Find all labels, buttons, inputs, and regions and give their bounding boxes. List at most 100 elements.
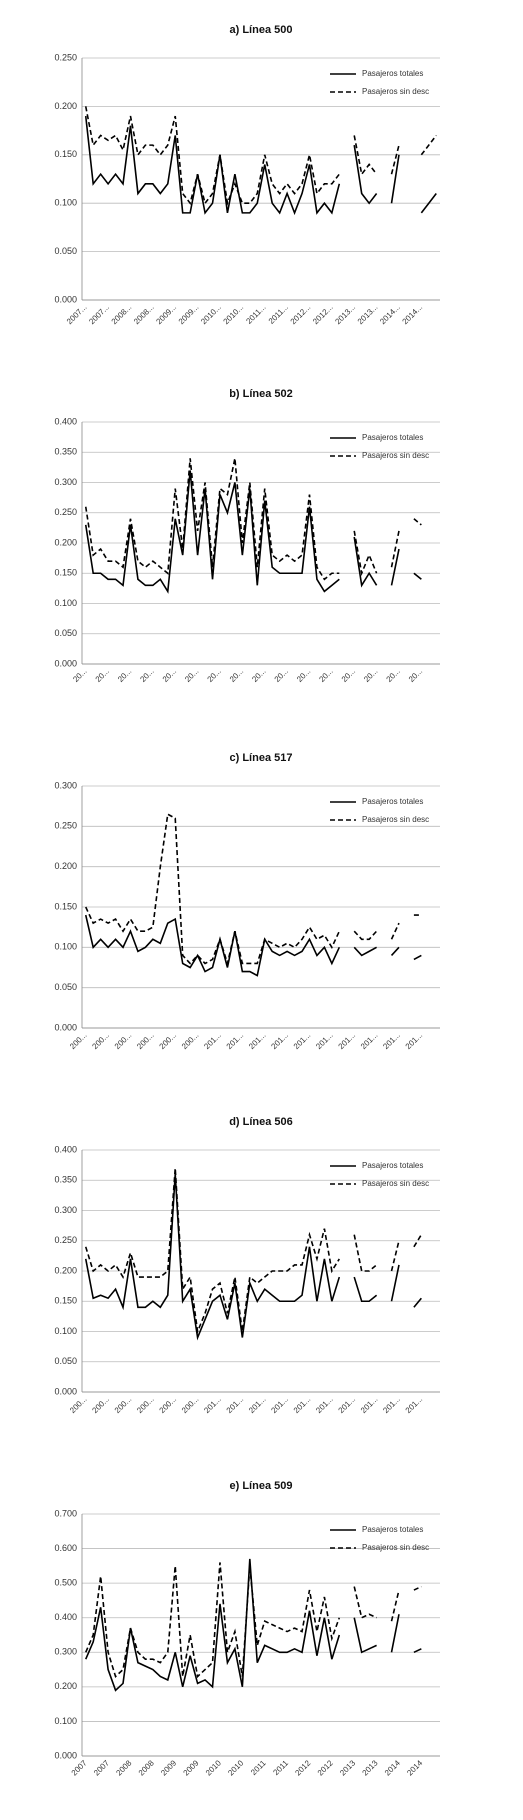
y-tick-label: 0.300 [54,1205,77,1215]
y-tick-label: 0.100 [54,1326,77,1336]
x-tick-label: 20... [183,667,200,684]
x-tick-label: 201... [269,1395,290,1416]
x-tick-label: 2014 [405,1758,424,1777]
series-line [86,814,437,963]
y-tick-label: 0.100 [54,598,77,608]
x-tick-label: 2014 [383,1758,402,1777]
x-tick-label: 20... [340,667,357,684]
x-tick-label: 201... [202,1395,223,1416]
x-tick-label: 201... [337,1031,358,1052]
x-tick-label: 20... [138,667,155,684]
x-tick-label: 2013 [361,1758,380,1777]
x-tick-label: 200... [113,1031,134,1052]
chart-title: b) Línea 502 [229,388,293,400]
series-line [86,1562,437,1676]
legend-label: Pasajeros sin desc [362,1543,429,1552]
x-tick-label: 2011 [271,1758,290,1777]
y-tick-label: 0.150 [54,1296,77,1306]
x-tick-label: 2007... [65,303,89,327]
x-tick-label: 201... [225,1395,246,1416]
x-tick-label: 2010 [226,1758,245,1777]
x-tick-label: 201... [292,1395,313,1416]
x-tick-label: 2007 [92,1758,111,1777]
x-tick-label: 2007 [70,1758,89,1777]
y-tick-label: 0.400 [54,1612,77,1622]
series-line [86,1174,437,1337]
x-tick-label: 2011... [267,303,290,326]
y-tick-label: 0.250 [54,821,77,831]
y-tick-label: 0.050 [54,982,77,992]
x-tick-label: 2012 [316,1758,335,1777]
y-tick-label: 0.100 [54,1716,77,1726]
x-tick-label: 2010 [204,1758,223,1777]
y-tick-label: 0.200 [54,101,77,111]
legend-label: Pasajeros sin desc [362,451,429,460]
legend-label: Pasajeros totales [362,1525,423,1534]
legend-label: Pasajeros totales [362,433,423,442]
x-tick-label: 20... [94,667,111,684]
x-tick-label: 2009 [159,1758,178,1777]
x-tick-label: 2012... [311,303,335,327]
x-tick-label: 200... [90,1031,111,1052]
x-tick-label: 20... [317,667,334,684]
x-tick-label: 20... [206,667,223,684]
y-tick-label: 0.400 [54,1144,77,1154]
y-tick-label: 0.200 [54,861,77,871]
x-tick-label: 2010... [222,303,246,327]
x-tick-label: 201... [247,1031,268,1052]
legend-label: Pasajeros sin desc [362,1179,429,1188]
y-tick-label: 0.700 [54,1508,77,1518]
x-tick-label: 2013... [356,303,380,327]
y-tick-label: 0.200 [54,1265,77,1275]
x-tick-label: 20... [407,667,424,684]
x-tick-label: 20... [250,667,267,684]
y-tick-label: 0.000 [54,1750,77,1760]
x-tick-label: 200... [158,1395,179,1416]
x-tick-label: 2009... [154,303,178,327]
x-tick-label: 20... [385,667,402,684]
chart-title: e) Línea 509 [230,1480,293,1492]
chart-title: d) Línea 506 [229,1116,293,1128]
y-tick-label: 0.150 [54,901,77,911]
legend-label: Pasajeros totales [362,1161,423,1170]
y-tick-label: 0.150 [54,149,77,159]
y-tick-label: 0.300 [54,1647,77,1657]
x-tick-label: 2014... [401,303,425,327]
x-tick-label: 2009 [182,1758,201,1777]
x-tick-label: 201... [269,1031,290,1052]
series-line [86,458,437,579]
x-tick-label: 20... [116,667,133,684]
y-tick-label: 0.150 [54,568,77,578]
x-tick-label: 201... [314,1031,335,1052]
x-tick-label: 201... [381,1031,402,1052]
x-tick-label: 2010... [199,303,223,327]
x-tick-label: 200... [90,1395,111,1416]
x-tick-label: 2012... [289,303,313,327]
x-tick-label: 200... [135,1031,156,1052]
legend-label: Pasajeros totales [362,69,423,78]
y-tick-label: 0.250 [54,507,77,517]
x-tick-label: 20... [362,667,379,684]
x-tick-label: 20... [295,667,312,684]
x-tick-label: 200... [68,1031,89,1052]
y-tick-label: 0.600 [54,1543,77,1553]
x-tick-label: 200... [158,1031,179,1052]
y-tick-label: 0.000 [54,1022,77,1032]
x-tick-label: 2009... [177,303,201,327]
y-tick-label: 0.000 [54,294,77,304]
y-tick-label: 0.300 [54,477,77,487]
x-tick-label: 201... [292,1031,313,1052]
y-tick-label: 0.350 [54,1175,77,1185]
x-tick-label: 201... [202,1031,223,1052]
y-tick-label: 0.250 [54,1235,77,1245]
x-tick-label: 2011 [249,1758,268,1777]
y-tick-label: 0.400 [54,416,77,426]
x-tick-label: 20... [161,667,178,684]
legend-label: Pasajeros totales [362,797,423,806]
series-line [86,915,437,976]
y-tick-label: 0.200 [54,1681,77,1691]
y-tick-label: 0.300 [54,780,77,790]
x-tick-label: 200... [135,1395,156,1416]
